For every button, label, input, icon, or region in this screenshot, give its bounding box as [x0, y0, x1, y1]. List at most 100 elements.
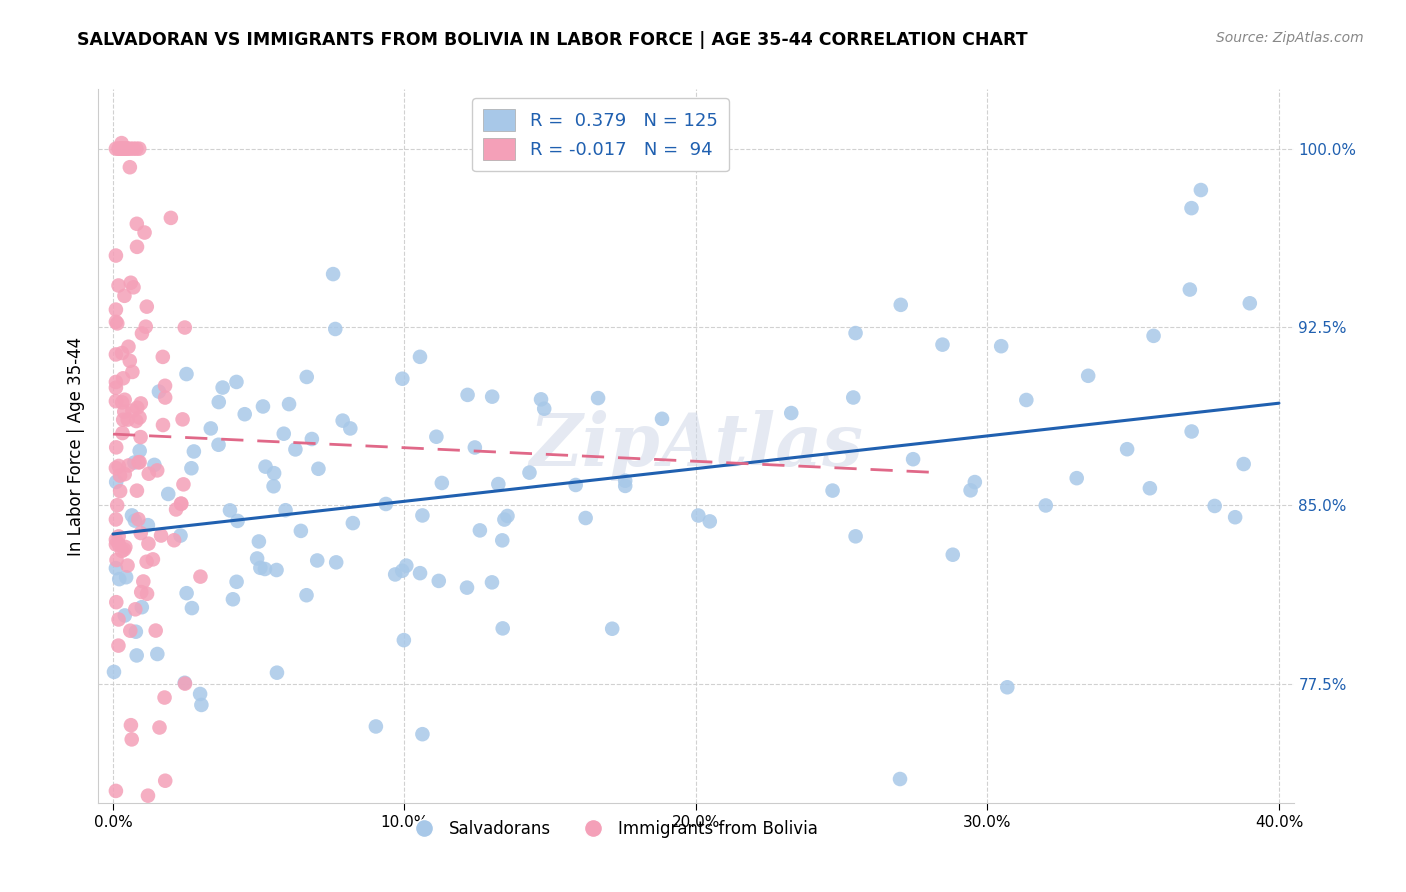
- Point: [233, 407, 256, 421]
- Point: [111, 426, 134, 441]
- Point: [104, 533, 127, 547]
- Point: [125, 240, 148, 254]
- Point: [155, 773, 177, 788]
- Point: [163, 533, 186, 548]
- Point: [176, 367, 198, 381]
- Point: [148, 721, 170, 735]
- Point: [208, 395, 231, 409]
- Point: [225, 574, 247, 589]
- Point: [115, 570, 138, 584]
- Point: [146, 647, 169, 661]
- Point: [121, 732, 143, 747]
- Point: [131, 326, 153, 341]
- Point: [173, 320, 195, 334]
- Point: [1233, 457, 1256, 471]
- Point: [1223, 510, 1246, 524]
- Point: [468, 524, 491, 538]
- Point: [1139, 481, 1161, 495]
- Point: [342, 516, 364, 530]
- Point: [132, 574, 155, 589]
- Point: [105, 475, 128, 489]
- Point: [112, 542, 135, 557]
- Point: [111, 142, 134, 156]
- Point: [1239, 296, 1261, 310]
- Point: [266, 665, 288, 680]
- Point: [409, 566, 432, 581]
- Point: [125, 648, 148, 663]
- Point: [117, 412, 139, 426]
- Point: [120, 624, 142, 638]
- Point: [170, 497, 193, 511]
- Point: [533, 401, 555, 416]
- Point: [1015, 392, 1038, 407]
- Point: [845, 529, 868, 543]
- Point: [104, 375, 127, 389]
- Point: [307, 553, 329, 567]
- Point: [614, 474, 637, 488]
- Point: [519, 466, 541, 480]
- Point: [374, 497, 396, 511]
- Point: [124, 514, 146, 528]
- Point: [129, 526, 152, 541]
- Point: [117, 558, 139, 573]
- Point: [301, 432, 323, 446]
- Point: [125, 624, 148, 639]
- Point: [121, 365, 143, 379]
- Point: [104, 381, 127, 395]
- Point: [107, 612, 129, 626]
- Point: [105, 498, 128, 512]
- Point: [131, 600, 153, 615]
- Point: [564, 478, 586, 492]
- Point: [411, 508, 433, 523]
- Point: [530, 392, 553, 407]
- Point: [150, 528, 173, 542]
- Point: [430, 475, 453, 490]
- Point: [263, 479, 285, 493]
- Point: [931, 337, 953, 351]
- Point: [325, 555, 347, 569]
- Point: [176, 586, 198, 600]
- Point: [125, 483, 148, 498]
- Point: [114, 392, 136, 407]
- Point: [226, 514, 249, 528]
- Point: [117, 142, 139, 156]
- Point: [135, 300, 157, 314]
- Point: [942, 548, 965, 562]
- Point: [180, 601, 202, 615]
- Point: [247, 534, 270, 549]
- Point: [322, 267, 344, 281]
- Point: [391, 564, 413, 578]
- Point: [481, 575, 503, 590]
- Point: [190, 698, 212, 712]
- Point: [108, 142, 131, 156]
- Point: [114, 142, 136, 156]
- Point: [494, 512, 516, 526]
- Point: [575, 511, 598, 525]
- Point: [104, 347, 127, 361]
- Point: [464, 441, 486, 455]
- Point: [112, 371, 135, 385]
- Point: [246, 551, 269, 566]
- Point: [104, 142, 127, 156]
- Point: [104, 561, 127, 575]
- Point: [120, 276, 142, 290]
- Point: [295, 370, 318, 384]
- Point: [486, 477, 509, 491]
- Point: [107, 529, 129, 543]
- Point: [104, 537, 127, 551]
- Point: [263, 466, 285, 480]
- Point: [845, 326, 868, 340]
- Legend: Salvadorans, Immigrants from Bolivia: Salvadorans, Immigrants from Bolivia: [401, 814, 824, 845]
- Point: [104, 315, 127, 329]
- Point: [117, 340, 139, 354]
- Point: [145, 624, 167, 638]
- Point: [138, 536, 160, 550]
- Point: [963, 475, 986, 489]
- Point: [183, 444, 205, 458]
- Point: [134, 226, 156, 240]
- Point: [104, 512, 127, 526]
- Point: [104, 461, 127, 475]
- Point: [118, 160, 141, 174]
- Point: [107, 278, 129, 293]
- Point: [990, 339, 1012, 353]
